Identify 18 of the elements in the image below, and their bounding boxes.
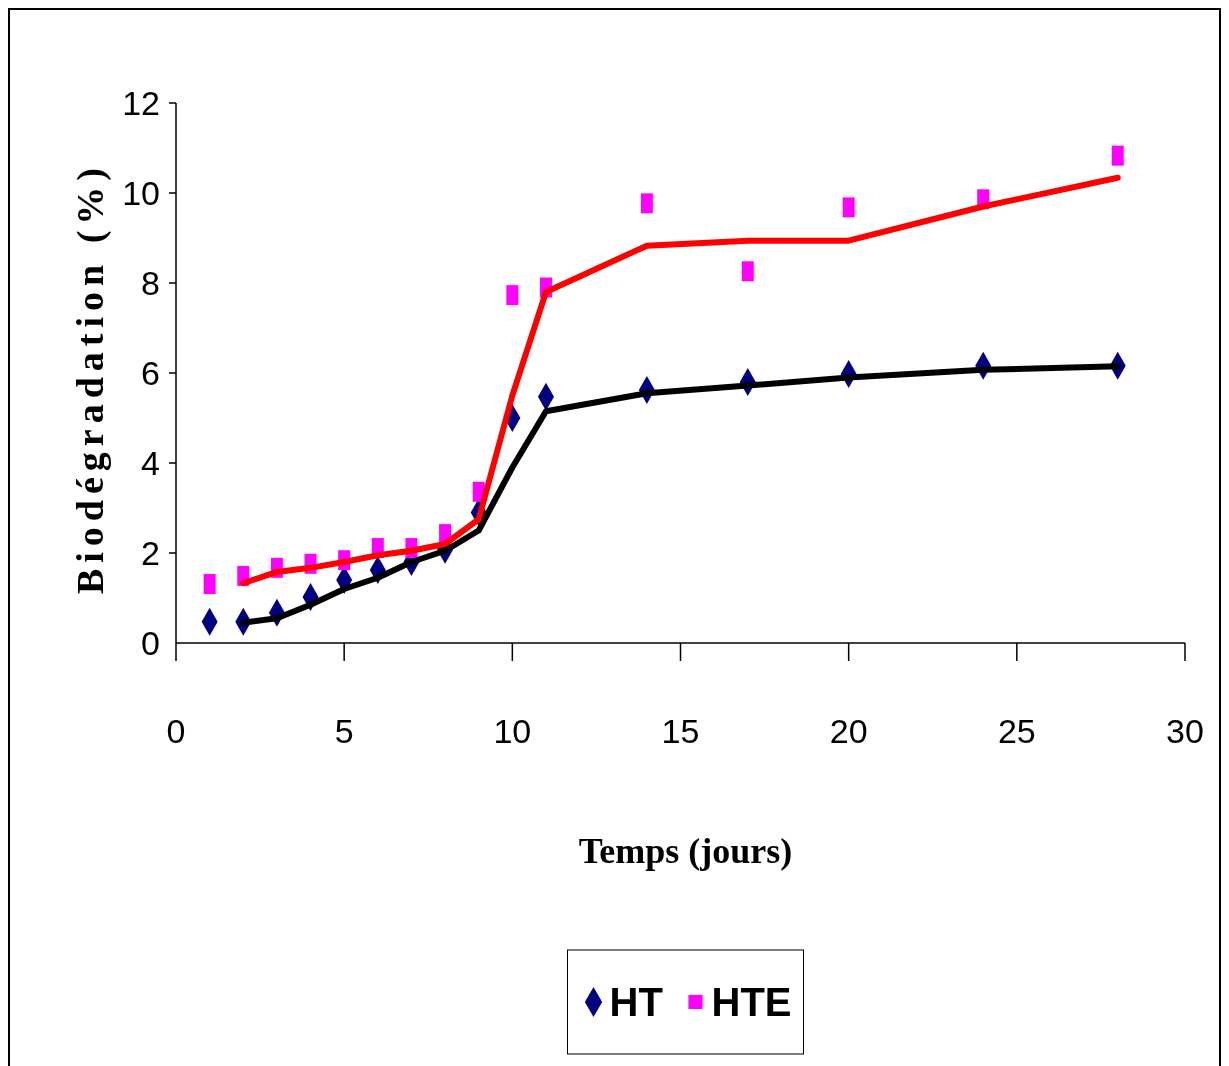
- x-axis-title: Temps (jours): [578, 831, 793, 871]
- x-tick-label: 20: [829, 712, 868, 750]
- y-tick-label: 2: [141, 534, 160, 572]
- y-tick-label: 12: [122, 84, 160, 122]
- legend-label: HT: [609, 980, 663, 1025]
- y-tick-label: 10: [122, 174, 160, 212]
- x-tick-label: 0: [166, 712, 186, 750]
- x-tick-label: 25: [997, 712, 1036, 750]
- y-tick-label: 0: [141, 624, 160, 662]
- y-tick-label: 8: [141, 264, 160, 302]
- x-tick-label: 10: [493, 712, 532, 750]
- y-tick-label: 4: [141, 444, 160, 482]
- x-tick-label: 30: [1166, 712, 1204, 750]
- x-tick-label: 15: [661, 712, 700, 750]
- y-tick-label: 6: [141, 354, 160, 392]
- x-tick-label: 5: [334, 712, 354, 750]
- y-axis-title: Biodégradation (%): [69, 161, 112, 595]
- legend-label: HTE: [711, 980, 792, 1025]
